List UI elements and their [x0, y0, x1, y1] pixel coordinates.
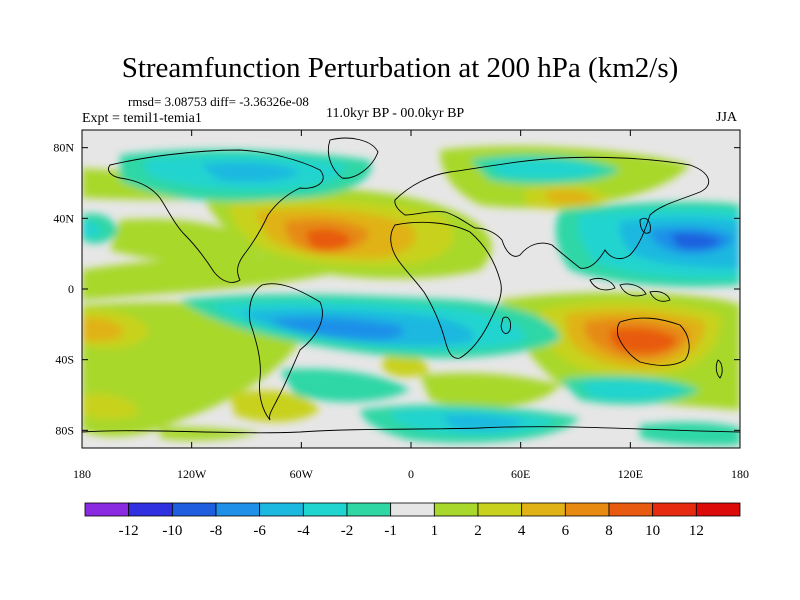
colorbar-label: -4: [297, 523, 310, 539]
colorbar-label: -12: [119, 523, 139, 539]
colorbar-label: 12: [689, 523, 704, 539]
coastlines: [82, 137, 740, 434]
colorbar-label: 2: [474, 523, 482, 539]
colorbar-label: 4: [518, 523, 526, 539]
colorbar-swatch: [390, 502, 435, 517]
y-tick-label: 80S: [55, 423, 74, 437]
colorbar-swatch: [215, 502, 261, 517]
colorbar-swatch: [128, 502, 173, 517]
colorbar-swatch: [84, 502, 130, 517]
colorbar-label: -10: [162, 523, 182, 539]
colorbar-swatch: [477, 502, 523, 517]
colorbar-label: 8: [605, 523, 613, 539]
x-axis: 180 120W 60W 0 60E 120E 180: [73, 130, 749, 481]
x-tick-label: 120W: [177, 467, 207, 481]
colorbar-label: -6: [253, 523, 266, 539]
colorbar-swatch: [302, 502, 348, 517]
y-tick-label: 40S: [55, 353, 74, 367]
colorbar-label: -1: [384, 523, 397, 539]
stats-text: rmsd= 3.08753 diff= -3.36326e-08: [128, 94, 309, 109]
colorbar-label: 10: [645, 523, 660, 539]
colorbar-label: -2: [341, 523, 354, 539]
colorbar-swatch: [259, 502, 304, 517]
y-axis: 80N 40N 0 40S 80S: [53, 141, 740, 437]
x-tick-label: 60W: [290, 467, 314, 481]
colorbar-swatch: [521, 502, 566, 517]
colorbar: -12 -10 -8 -6 -4 -2 -1 1 2 4 6 8 10 12: [84, 502, 741, 539]
colorbar-swatch: [433, 502, 479, 517]
colorbar-swatch: [171, 502, 217, 517]
colorbar-label: 6: [562, 523, 570, 539]
contour-field: [82, 130, 740, 448]
colorbar-swatch: [608, 502, 654, 517]
y-tick-label: 40N: [53, 211, 74, 225]
x-tick-label: 180: [73, 467, 91, 481]
colorbar-swatch: [652, 502, 697, 517]
colorbar-label: 1: [431, 523, 439, 539]
plot-title: Streamfunction Perturbation at 200 hPa (…: [121, 52, 679, 84]
season-label: JJA: [716, 110, 738, 125]
colorbar-swatch: [346, 502, 392, 517]
colorbar-swatch: [695, 502, 741, 517]
y-tick-label: 0: [68, 282, 74, 296]
x-tick-label: 180: [731, 467, 749, 481]
experiment-label: Expt = temil1-temia1: [82, 111, 202, 126]
colorbar-swatch: [564, 502, 610, 517]
colorbar-label: -8: [210, 523, 223, 539]
x-tick-label: 60E: [511, 467, 530, 481]
x-tick-label: 0: [408, 467, 414, 481]
x-tick-label: 120E: [618, 467, 643, 481]
y-tick-label: 80N: [53, 141, 74, 155]
period-label: 11.0kyr BP - 00.0kyr BP: [326, 106, 465, 121]
